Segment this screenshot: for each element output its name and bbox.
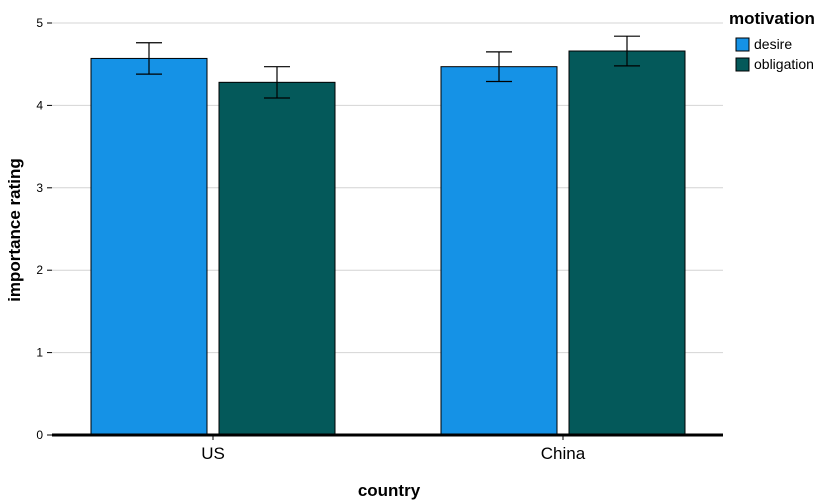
y-tick-label-1: 1 <box>36 346 43 360</box>
y-axis-title: importance rating <box>5 158 24 302</box>
bar-China-desire <box>440 66 558 436</box>
bar-US-obligation <box>218 81 336 436</box>
legend-swatch-obligation <box>735 57 750 72</box>
y-tick-label-4: 4 <box>36 98 43 112</box>
x-axis-title: country <box>358 481 421 500</box>
y-tick-label-5: 5 <box>36 16 43 30</box>
legend-label-desire: desire <box>754 36 792 52</box>
legend-label-obligation: obligation <box>754 56 814 72</box>
y-tick-label-2: 2 <box>36 263 43 277</box>
y-tick-labels: 0 1 2 3 4 5 <box>36 16 43 442</box>
legend-swatch-desire <box>735 37 750 52</box>
legend: motivation desire obligation <box>729 9 815 72</box>
x-tick-labels: US China <box>201 435 586 463</box>
bar-US-desire <box>90 57 208 436</box>
y-tick-label-3: 3 <box>36 181 43 195</box>
y-tick-label-0: 0 <box>36 428 43 442</box>
legend-title: motivation <box>729 9 815 28</box>
bar-China-obligation <box>568 50 686 436</box>
error-bars <box>136 35 640 99</box>
x-tick-label-China: China <box>541 444 586 463</box>
bars <box>90 50 686 436</box>
x-tick-label-US: US <box>201 444 225 463</box>
